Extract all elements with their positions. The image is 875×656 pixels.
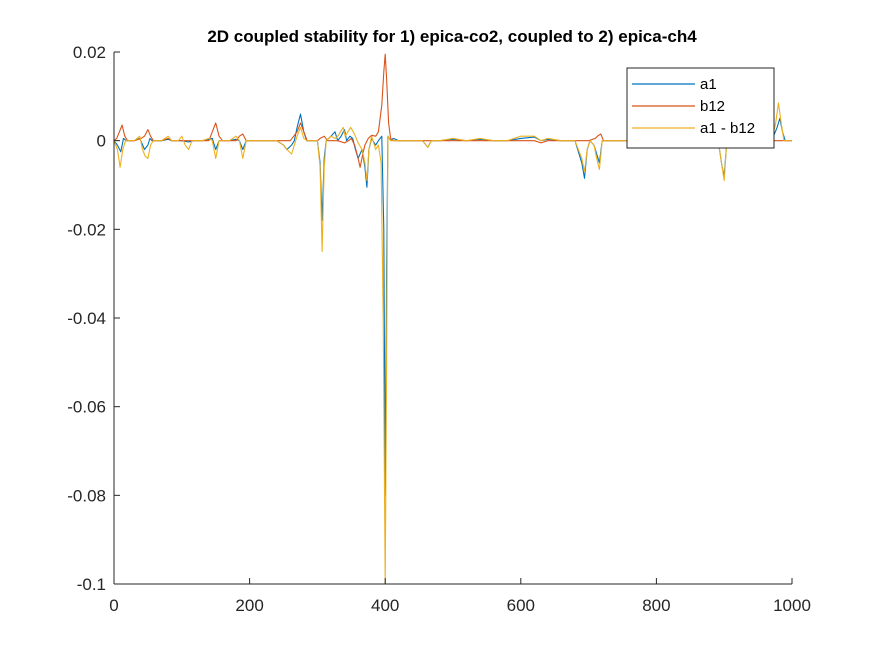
legend: a1 b12 a1 - b12 <box>626 67 775 149</box>
legend-label-a1-b12: a1 - b12 <box>700 120 755 137</box>
x-tick-label: 400 <box>371 596 399 615</box>
y-tick-label: -0.08 <box>67 486 106 505</box>
x-tick-label: 1000 <box>773 596 811 615</box>
y-tick-label: -0.06 <box>67 398 106 417</box>
y-tick-label: 0 <box>97 132 106 151</box>
chart-title: 2D coupled stability for 1) epica-co2, c… <box>207 27 697 46</box>
x-tick-label: 0 <box>109 596 118 615</box>
y-tick-label: -0.04 <box>67 309 106 328</box>
y-tick-label: -0.02 <box>67 220 106 239</box>
x-tick-label: 800 <box>642 596 670 615</box>
legend-label-b12: b12 <box>700 98 725 115</box>
y-tick-label: 0.02 <box>73 43 106 62</box>
x-tick-label: 600 <box>507 596 535 615</box>
x-axis-ticks: 0 200 400 600 800 1000 <box>109 578 811 615</box>
legend-label-a1: a1 <box>700 76 717 93</box>
x-tick-label: 200 <box>235 596 263 615</box>
legend-entries: a1 b12 a1 - b12 <box>632 76 755 137</box>
y-tick-label: -0.1 <box>77 575 106 594</box>
legend-box <box>626 67 775 149</box>
y-axis-ticks: 0.02 0 -0.02 -0.04 -0.06 -0.08 -0.1 <box>67 43 120 594</box>
